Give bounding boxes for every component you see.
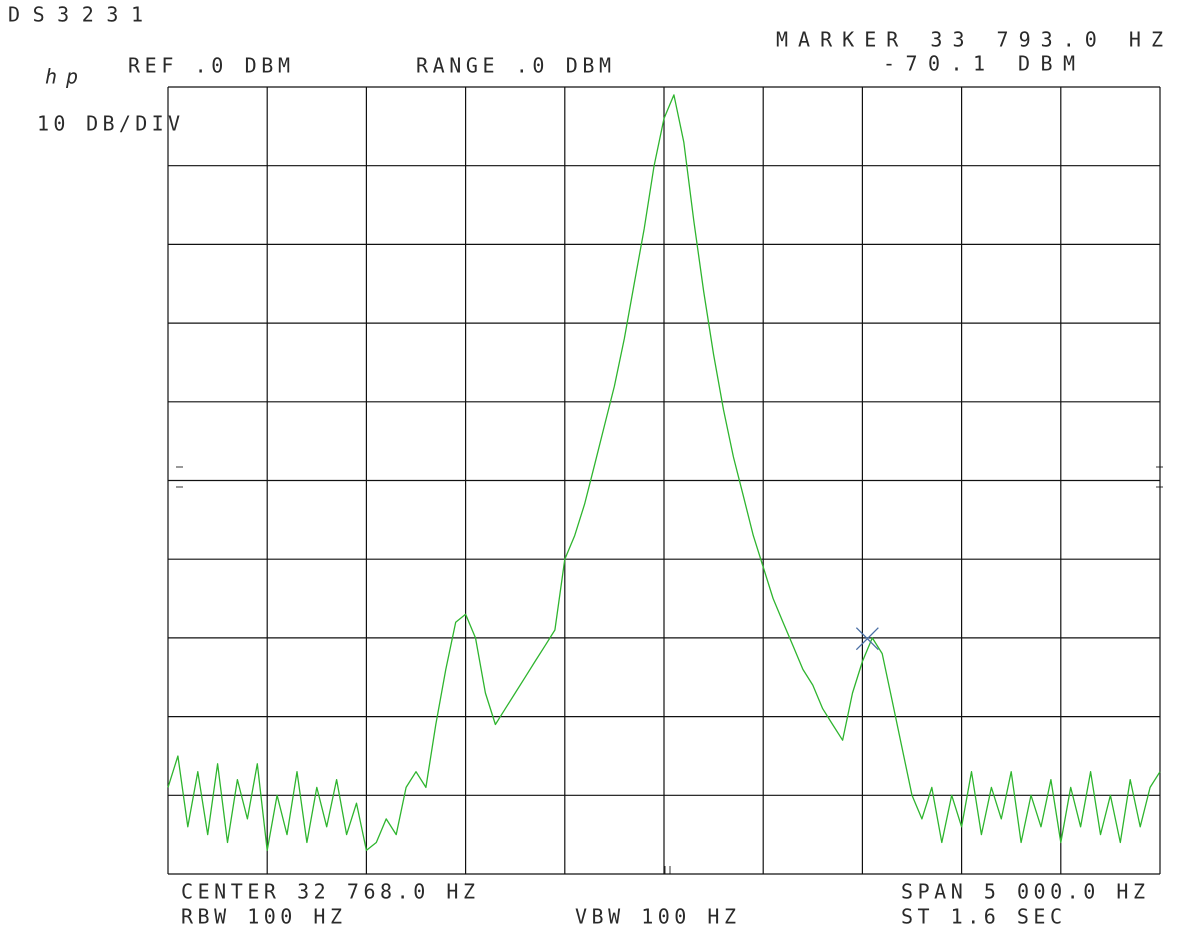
center-label: CENTER 32 768.0 HZ <box>181 880 475 904</box>
edge-ticks <box>176 466 1163 874</box>
trace <box>167 94 1161 852</box>
sweep-label: ST 1.6 SEC <box>901 905 1062 929</box>
vbw-label: VBW 100 HZ <box>575 905 736 929</box>
ref-label: REF .0 DBM <box>128 54 290 78</box>
marker-level-label: -70.1 DBM <box>883 52 1075 76</box>
rbw-label: RBW 100 HZ <box>181 905 342 929</box>
marker-freq-label: MARKER 33 793.0 HZ <box>776 28 1163 52</box>
plot-title: DS3231 <box>8 3 143 27</box>
span-label: SPAN 5 000.0 HZ <box>901 880 1145 904</box>
logo: hp <box>45 65 78 89</box>
scale-label: 10 DB/DIV <box>37 112 180 136</box>
marker <box>855 627 879 651</box>
range-label: RANGE .0 DBM <box>416 54 611 78</box>
